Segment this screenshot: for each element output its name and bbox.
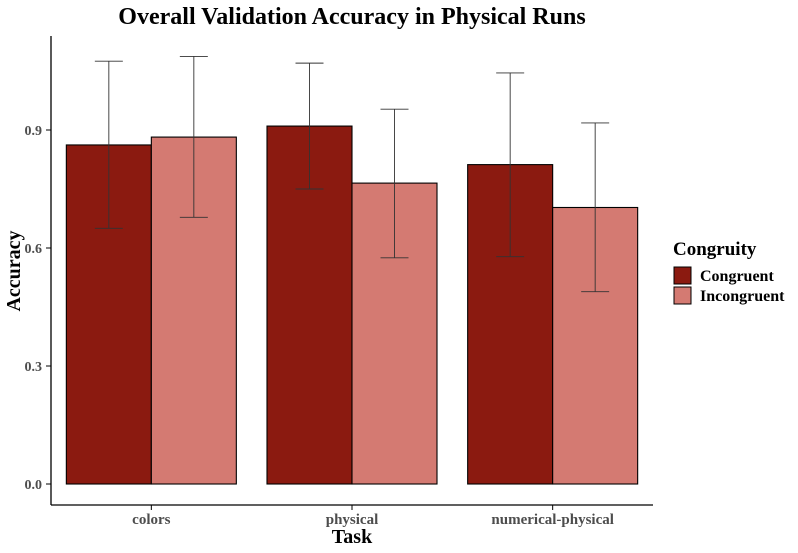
x-tick-label-numerical-physical: numerical-physical: [491, 512, 614, 528]
y-tick-label: 0.0: [25, 478, 43, 493]
y-axis-title: Accuracy: [3, 230, 25, 311]
error-bar-congruent-colors: [94, 60, 123, 229]
x-axis-ticks: colors physical numerical-physical: [132, 505, 614, 528]
x-tick-label-physical: physical: [326, 512, 379, 528]
y-tick-label: 0.9: [25, 124, 43, 139]
chart-title: Overall Validation Accuracy in Physical …: [118, 4, 585, 30]
legend-title: Congruity: [673, 239, 757, 260]
y-axis-ticks: 0.0 0.3 0.6 0.9: [25, 124, 51, 493]
legend-swatch-congruent: [673, 266, 692, 285]
error-bar-incongruent-colors: [179, 55, 208, 218]
legend-label-incongruent: Incongruent: [700, 288, 785, 305]
plot-area: [65, 55, 639, 485]
y-tick-label: 0.6: [25, 242, 43, 257]
legend-swatch-incongruent: [673, 286, 692, 305]
legend-label-congruent: Congruent: [700, 268, 774, 285]
error-bar-congruent-numerical-physical: [496, 72, 525, 258]
x-tick-label-colors: colors: [132, 512, 170, 528]
x-axis-title: Task: [332, 526, 373, 548]
y-tick-label: 0.3: [25, 360, 43, 375]
error-bar-incongruent-numerical-physical: [581, 122, 610, 293]
legend: Congruity Congruent Incongruent: [673, 239, 785, 305]
error-bar-incongruent-physical: [380, 108, 409, 259]
error-bar-congruent-physical: [295, 62, 324, 190]
